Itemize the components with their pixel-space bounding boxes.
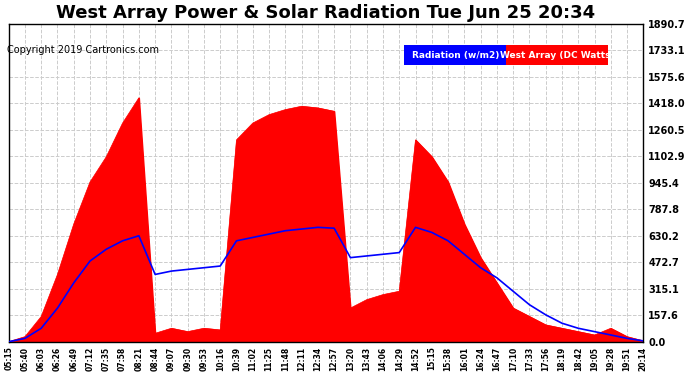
Text: West Array (DC Watts): West Array (DC Watts) bbox=[500, 51, 614, 60]
Text: Radiation (w/m2): Radiation (w/m2) bbox=[411, 51, 499, 60]
Title: West Array Power & Solar Radiation Tue Jun 25 20:34: West Array Power & Solar Radiation Tue J… bbox=[57, 4, 595, 22]
Text: Copyright 2019 Cartronics.com: Copyright 2019 Cartronics.com bbox=[7, 45, 159, 55]
